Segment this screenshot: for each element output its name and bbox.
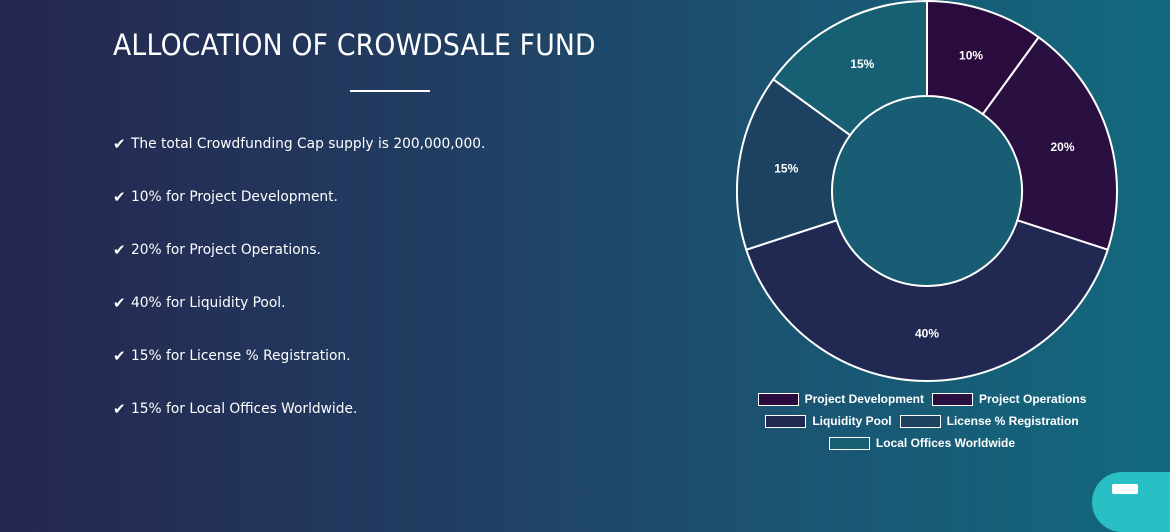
list-item: ✔ 20% for Project Operations. (113, 239, 504, 292)
legend-swatch (932, 392, 973, 406)
list-item: ✔ 15% for License % Registration. (113, 345, 504, 398)
check-icon: ✔ (113, 294, 126, 312)
legend-label: Project Development (804, 392, 924, 406)
list-item-text: 15% for License % Registration. (130, 348, 351, 364)
legend-swatch (757, 392, 799, 406)
allocation-donut-chart: 10% 20% 40% 15% 15% (736, 0, 1118, 382)
chat-button[interactable] (1092, 472, 1170, 532)
list-item: ✔ 40% for Liquidity Pool. (113, 292, 504, 345)
list-item-text: 15% for Local Offices Worldwide. (130, 401, 357, 417)
check-icon: ✔ (113, 135, 126, 153)
legend-label: Project Operations (979, 392, 1087, 406)
slice-data-label: 40% (915, 327, 939, 341)
legend-item[interactable]: License % Registration (899, 414, 1079, 428)
check-icon: ✔ (113, 400, 126, 418)
legend-item[interactable]: Project Development (757, 392, 924, 406)
legend-swatch (765, 414, 807, 428)
allocation-list: ✔ The total Crowdfunding Cap supply is 20… (113, 133, 504, 451)
check-icon: ✔ (113, 241, 126, 259)
legend-label: License % Registration (946, 414, 1079, 428)
legend-swatch (828, 436, 870, 450)
legend-item[interactable]: Local Offices Worldwide (828, 436, 1016, 450)
list-item-text: 40% for Liquidity Pool. (130, 295, 286, 311)
slice-data-label: 20% (1051, 140, 1075, 154)
donut-hole (833, 97, 1021, 285)
slice-data-label: 15% (774, 162, 798, 176)
legend-swatch (899, 414, 941, 428)
list-item: ✔ 10% for Project Development. (113, 186, 504, 239)
chart-legend: Project Development Project Operations L… (736, 388, 1108, 454)
slice-data-label: 15% (850, 57, 874, 71)
list-item: ✔ 15% for Local Offices Worldwide. (113, 398, 504, 451)
donut-slice[interactable] (981, 35, 1118, 251)
check-icon: ✔ (113, 347, 126, 365)
legend-item[interactable]: Project Operations (932, 392, 1086, 406)
donut-slice[interactable] (771, 0, 928, 137)
slice-data-label: 10% (959, 48, 983, 62)
list-item: ✔ The total Crowdfunding Cap supply is 20… (113, 133, 504, 186)
title-divider (350, 90, 430, 92)
list-item-text: The total Crowdfunding Cap supply is 200… (130, 136, 485, 152)
list-item-text: 20% for Project Operations. (130, 242, 321, 258)
chat-icon (1112, 484, 1138, 494)
list-item-text: 10% for Project Development. (130, 189, 338, 205)
page-title: ALLOCATION OF CROWDSALE FUND (113, 28, 596, 62)
legend-label: Local Offices Worldwide (875, 436, 1016, 450)
donut-slice[interactable] (745, 219, 1109, 382)
legend-label: Liquidity Pool (812, 414, 892, 428)
check-icon: ✔ (113, 188, 126, 206)
legend-item[interactable]: Liquidity Pool (765, 414, 892, 428)
